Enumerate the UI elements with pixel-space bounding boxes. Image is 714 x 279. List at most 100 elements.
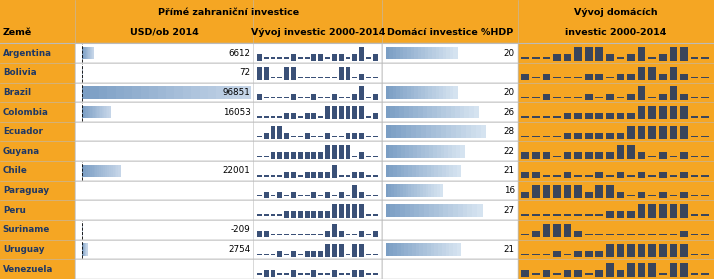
Bar [84, 243, 85, 256]
Bar [532, 215, 540, 216]
Bar [420, 184, 423, 197]
Text: 27: 27 [503, 206, 515, 215]
Bar [424, 204, 430, 217]
Bar [648, 263, 656, 277]
Bar [271, 97, 276, 98]
Bar [271, 270, 276, 277]
Text: Přímé zahraniční investice: Přímé zahraniční investice [158, 8, 299, 17]
Bar [405, 204, 411, 217]
Bar [606, 263, 614, 277]
Bar [411, 86, 415, 99]
Bar [521, 270, 529, 277]
Bar [346, 254, 351, 255]
Bar [101, 106, 104, 118]
Bar [325, 231, 330, 237]
Bar [332, 165, 337, 178]
Bar [481, 125, 486, 138]
Bar [84, 243, 85, 256]
Bar [366, 77, 371, 78]
Bar [419, 204, 425, 217]
Bar [463, 204, 468, 217]
Bar [670, 195, 678, 196]
Bar [468, 204, 473, 217]
Bar [257, 67, 262, 80]
Bar [263, 57, 268, 59]
Text: 20: 20 [503, 49, 515, 57]
Bar [89, 47, 90, 59]
Bar [83, 243, 84, 256]
Bar [353, 93, 357, 100]
Bar [418, 106, 423, 118]
Bar [670, 204, 678, 218]
Bar [82, 223, 83, 236]
Bar [86, 243, 87, 256]
Bar [284, 234, 289, 235]
Bar [413, 145, 418, 158]
Bar [88, 106, 90, 118]
Bar [543, 215, 550, 216]
Bar [585, 273, 593, 275]
Bar [595, 113, 603, 119]
Bar [397, 243, 401, 256]
Bar [257, 116, 262, 117]
Bar [84, 106, 86, 118]
Bar [382, 200, 518, 220]
Bar [701, 57, 709, 59]
Bar [628, 195, 635, 196]
Bar [428, 86, 433, 99]
Bar [91, 106, 93, 118]
Text: Vývoj investic 2000-2014: Vývoj investic 2000-2014 [251, 28, 385, 37]
Bar [701, 175, 709, 177]
Bar [585, 47, 593, 61]
Bar [82, 66, 83, 79]
Bar [271, 175, 276, 177]
Bar [353, 155, 357, 157]
Bar [427, 243, 431, 256]
Bar [397, 165, 401, 177]
Bar [670, 106, 678, 119]
Bar [521, 234, 529, 235]
Bar [595, 251, 603, 257]
Bar [421, 145, 426, 158]
Bar [373, 93, 378, 100]
Bar [82, 66, 83, 79]
Bar [291, 172, 296, 178]
Bar [208, 86, 217, 99]
Bar [532, 116, 540, 117]
Bar [400, 86, 404, 99]
Bar [564, 185, 571, 198]
Bar [82, 66, 83, 79]
Bar [606, 77, 614, 78]
Bar [382, 259, 518, 279]
Bar [366, 234, 371, 235]
Bar [311, 192, 316, 198]
Bar [434, 184, 438, 197]
Bar [648, 234, 656, 235]
Bar [564, 133, 571, 139]
Bar [82, 66, 83, 79]
Bar [521, 57, 529, 59]
Bar [373, 195, 378, 196]
Bar [617, 244, 624, 257]
Bar [332, 204, 337, 218]
Bar [532, 273, 540, 275]
Bar [353, 106, 357, 119]
Bar [382, 141, 518, 161]
Bar [543, 57, 550, 59]
Bar [393, 243, 398, 256]
Bar [438, 243, 443, 256]
Bar [670, 175, 678, 177]
Bar [628, 54, 635, 61]
Bar [346, 175, 351, 177]
Bar [298, 153, 303, 159]
Bar [114, 165, 117, 177]
Bar [423, 106, 428, 118]
Bar [574, 270, 582, 277]
Text: 22001: 22001 [223, 167, 251, 175]
Bar [418, 86, 422, 99]
Bar [284, 211, 289, 218]
Bar [263, 155, 268, 157]
Bar [564, 97, 571, 98]
Bar [277, 215, 282, 216]
Bar [257, 93, 262, 100]
